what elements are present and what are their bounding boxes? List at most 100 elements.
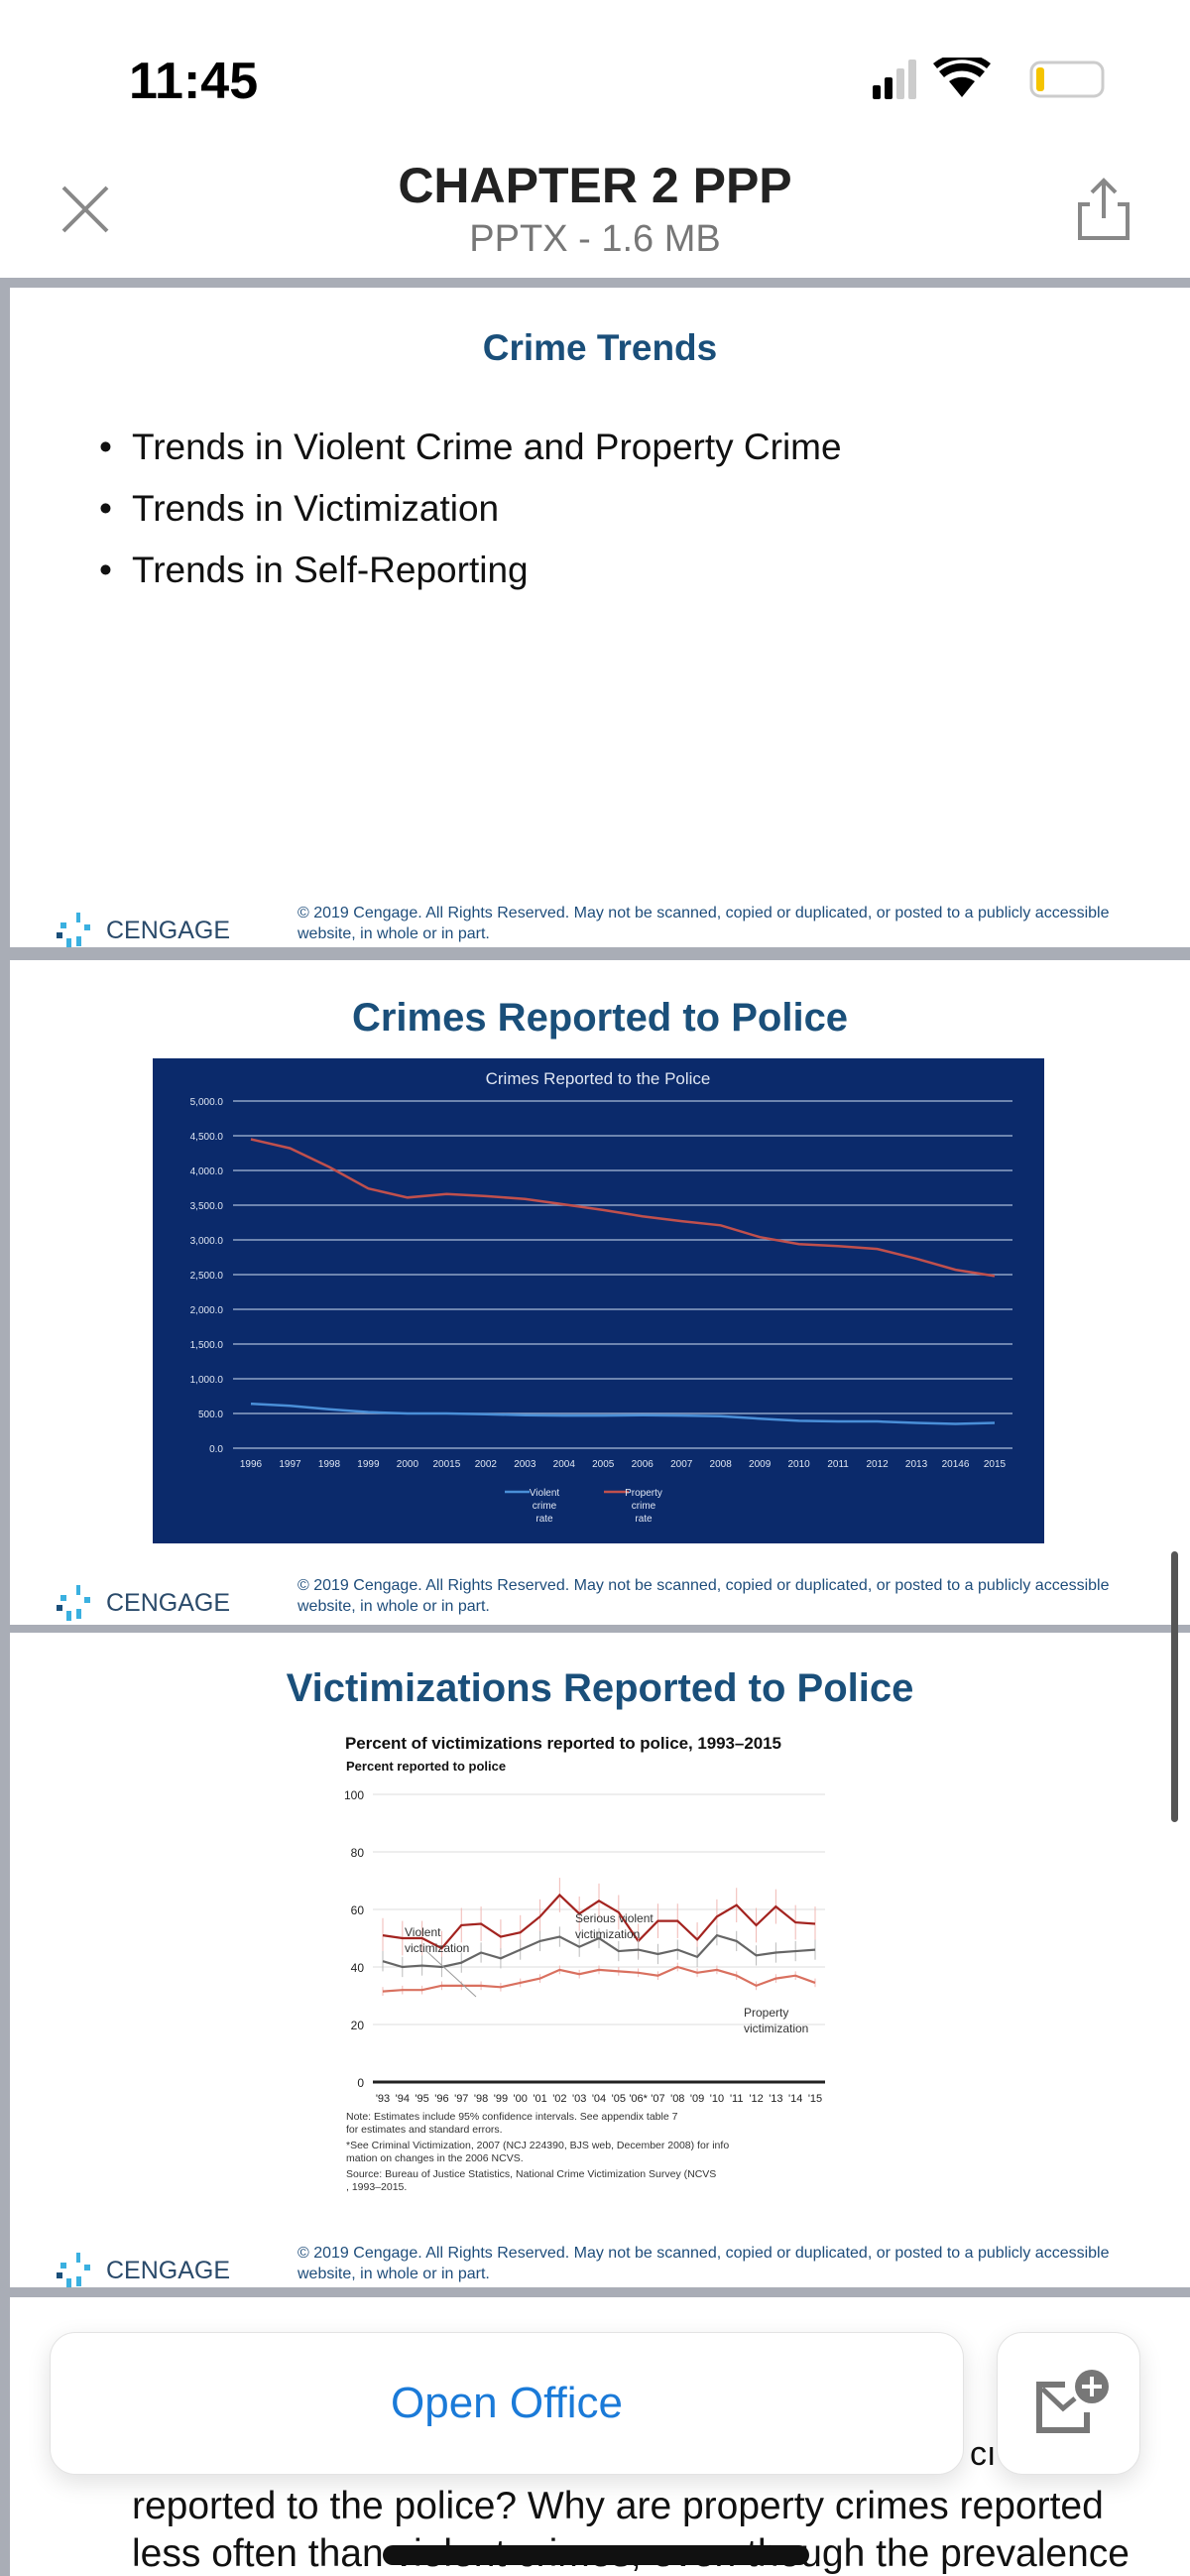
open-office-button[interactable]: Open Office bbox=[50, 2332, 964, 2475]
x-tick-label: '04 bbox=[592, 2093, 606, 2105]
series-label: victimization bbox=[744, 2022, 808, 2035]
x-tick-label: '97 bbox=[454, 2093, 468, 2105]
x-tick-label: '08 bbox=[670, 2093, 684, 2105]
legend-label: rate bbox=[635, 1514, 653, 1525]
x-tick-label: '01 bbox=[533, 2093, 546, 2105]
x-tick-label: 2013 bbox=[905, 1459, 928, 1470]
series-label: Serious violent bbox=[575, 1911, 654, 1925]
bullet-item: Trends in Victimization bbox=[99, 488, 842, 550]
x-tick-label: 2008 bbox=[710, 1459, 733, 1470]
x-tick-label: '98 bbox=[474, 2093, 488, 2105]
add-to-inbox-icon bbox=[1036, 2370, 1109, 2433]
x-tick-label: '15 bbox=[808, 2093, 822, 2105]
x-tick-label: 2010 bbox=[788, 1459, 811, 1470]
series-label: victimization bbox=[405, 1941, 469, 1955]
x-tick-label: 20015 bbox=[432, 1459, 460, 1470]
x-tick-label: '00 bbox=[514, 2093, 528, 2105]
series-line bbox=[382, 1893, 816, 1950]
wifi-icon bbox=[933, 58, 991, 97]
x-tick-label: '14 bbox=[788, 2093, 802, 2105]
x-tick-label: 2002 bbox=[475, 1459, 498, 1470]
close-icon[interactable] bbox=[60, 184, 111, 235]
x-tick-label: 2011 bbox=[827, 1459, 849, 1470]
body-text-line: reported to the police? Why are property… bbox=[132, 2485, 1104, 2527]
y-tick-label: 2,000.0 bbox=[190, 1305, 224, 1316]
series-line-property bbox=[250, 1138, 996, 1278]
partial-text: cı bbox=[970, 2435, 997, 2473]
y-tick-label: 0 bbox=[357, 2076, 364, 2090]
x-tick-label: '03 bbox=[572, 2093, 586, 2105]
bullet-list: Trends in Violent Crime and Property Cri… bbox=[99, 427, 842, 611]
open-office-label: Open Office bbox=[391, 2379, 623, 2427]
document-title: CHAPTER 2 PPP bbox=[398, 158, 792, 213]
status-icons bbox=[873, 58, 1105, 99]
x-tick-label: '09 bbox=[690, 2093, 704, 2105]
chart-title: Percent of victimizations reported to po… bbox=[345, 1734, 781, 1753]
slide-1[interactable]: Crime Trends Trends in Violent Crime and… bbox=[10, 288, 1190, 948]
chart-note: , 1993–2015. bbox=[346, 2181, 407, 2193]
add-to-inbox-button[interactable] bbox=[997, 2332, 1140, 2475]
x-tick-label: 1996 bbox=[240, 1459, 263, 1470]
x-tick-label: 2004 bbox=[553, 1459, 576, 1470]
y-tick-label: 20 bbox=[351, 2019, 365, 2032]
x-tick-label: '07 bbox=[651, 2093, 664, 2105]
series-line-violent bbox=[250, 1402, 996, 1425]
victimizations-chart: Percent of victimizations reported to po… bbox=[327, 1731, 843, 2227]
slide-footer: CENGAGE © 2019 Cengage. All Rights Reser… bbox=[55, 903, 1145, 962]
series-label: Property bbox=[744, 2006, 788, 2020]
legend-label: crime bbox=[533, 1501, 557, 1512]
y-tick-label: 3,500.0 bbox=[190, 1201, 224, 1212]
y-tick-label: 2,500.0 bbox=[190, 1271, 224, 1282]
x-tick-label: '13 bbox=[769, 2093, 782, 2105]
y-tick-label: 500.0 bbox=[198, 1410, 223, 1420]
slide-footer: CENGAGE © 2019 Cengage. All Rights Reser… bbox=[55, 2243, 1145, 2302]
x-tick-label: 1997 bbox=[279, 1459, 301, 1470]
x-tick-label: '06* bbox=[629, 2093, 648, 2105]
left-margin bbox=[0, 280, 10, 2576]
y-tick-label: 5,000.0 bbox=[190, 1097, 224, 1108]
x-tick-label: '95 bbox=[415, 2093, 428, 2105]
slide-divider bbox=[0, 1625, 1190, 1633]
label-leader bbox=[425, 1950, 477, 1998]
cengage-logo-icon bbox=[57, 913, 90, 948]
y-tick-label: 0.0 bbox=[209, 1444, 223, 1455]
copyright-text: © 2019 Cengage. All Rights Reserved. May… bbox=[298, 1577, 1110, 1615]
x-tick-label: '05 bbox=[612, 2093, 626, 2105]
y-tick-label: 80 bbox=[351, 1846, 365, 1860]
x-tick-label: 1998 bbox=[318, 1459, 341, 1470]
scrollbar[interactable] bbox=[1171, 1551, 1178, 1822]
cengage-logo-icon bbox=[57, 2253, 90, 2288]
x-tick-label: 2003 bbox=[514, 1459, 536, 1470]
cengage-logo: CENGAGE bbox=[55, 911, 230, 950]
crimes-reported-chart: Crimes Reported to the Police 0.0 500.0 1,0… bbox=[153, 1058, 1044, 1543]
series-label: Violent bbox=[405, 1925, 441, 1939]
bullet-item: Trends in Self-Reporting bbox=[99, 550, 842, 611]
y-tick-label: 4,000.0 bbox=[190, 1166, 224, 1177]
copyright-text: © 2019 Cengage. All Rights Reserved. May… bbox=[298, 2245, 1110, 2282]
bullet-item: Trends in Violent Crime and Property Cri… bbox=[99, 427, 842, 488]
slide-title: Crimes Reported to Police bbox=[351, 996, 849, 1040]
x-tick-label: 1999 bbox=[357, 1459, 380, 1470]
y-tick-label: 1,500.0 bbox=[190, 1340, 224, 1351]
x-tick-label: '96 bbox=[434, 2093, 448, 2105]
chart-note: Note: Estimates include 95% confidence i… bbox=[346, 2111, 678, 2123]
x-tick-label: 2005 bbox=[592, 1459, 615, 1470]
status-time: 11:45 bbox=[129, 53, 259, 110]
battery-icon bbox=[1029, 61, 1105, 98]
y-tick-label: 40 bbox=[351, 1961, 365, 1975]
x-tick-label: '94 bbox=[396, 2093, 410, 2105]
share-icon[interactable] bbox=[1076, 177, 1131, 244]
chart-note: Source: Bureau of Justice Statistics, Na… bbox=[346, 2168, 716, 2180]
y-tick-label: 3,000.0 bbox=[190, 1236, 224, 1247]
copyright-text: © 2019 Cengage. All Rights Reserved. May… bbox=[298, 905, 1110, 942]
y-tick-label: 100 bbox=[344, 1788, 364, 1802]
y-tick-label: 4,500.0 bbox=[190, 1132, 224, 1143]
cengage-logo-icon bbox=[57, 1585, 90, 1621]
home-indicator[interactable] bbox=[383, 2545, 809, 2565]
document-subtitle: PPTX - 1.6 MB bbox=[469, 218, 721, 260]
chart-title: Crimes Reported to the Police bbox=[486, 1069, 711, 1088]
x-tick-label: '93 bbox=[376, 2093, 390, 2105]
legend-label: Property bbox=[625, 1488, 662, 1499]
x-tick-label: '99 bbox=[494, 2093, 508, 2105]
x-tick-label: 2015 bbox=[984, 1459, 1007, 1470]
